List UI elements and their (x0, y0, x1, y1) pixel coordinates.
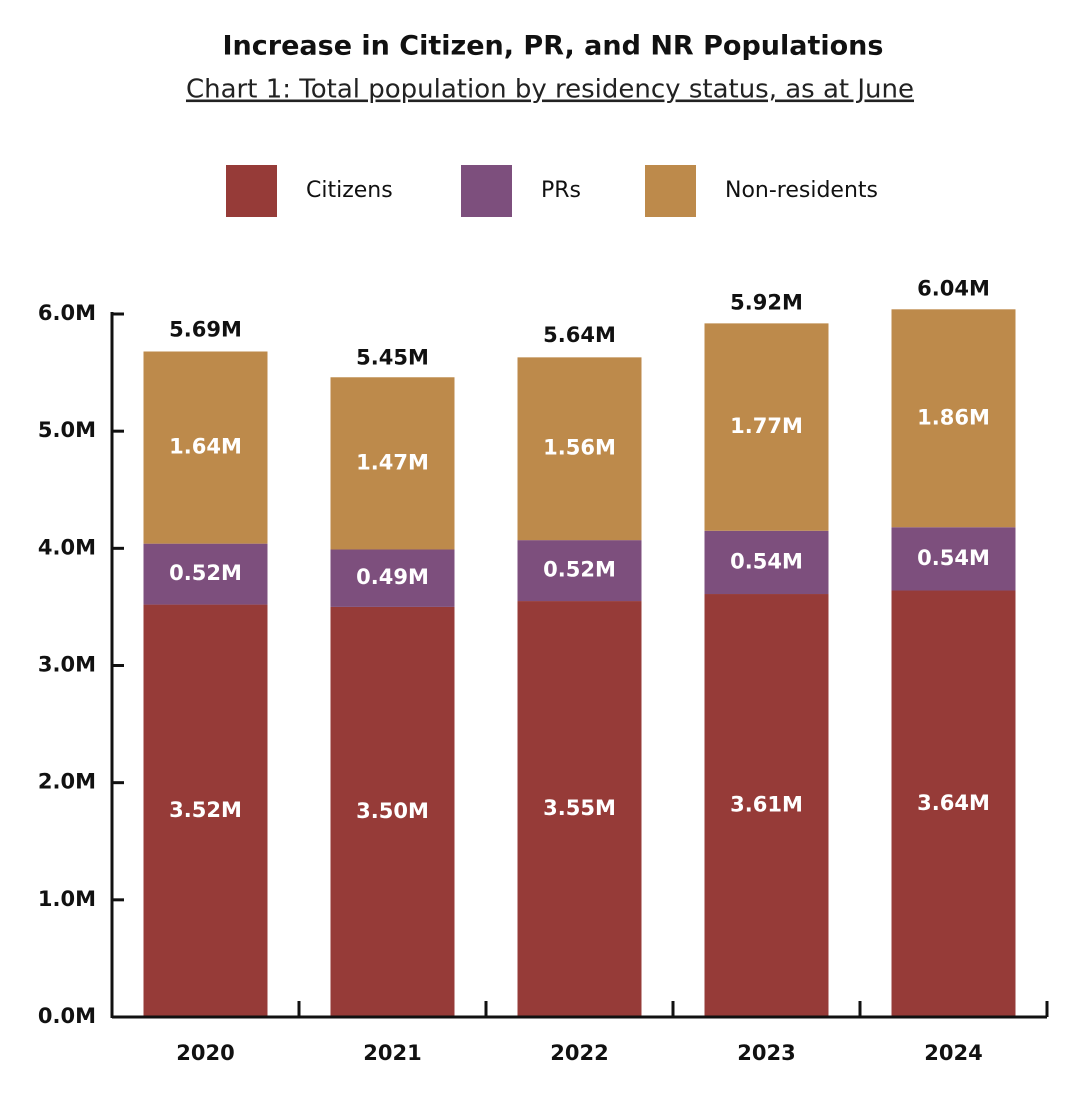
value-label: 1.56M (543, 436, 616, 460)
y-tick-label: 4.0M (38, 535, 96, 559)
y-tick-label: 5.0M (38, 418, 96, 442)
bar-segment (517, 601, 642, 1017)
legend-label: Citizens (306, 178, 393, 203)
bar-segment (704, 323, 829, 531)
bar-segment (330, 377, 455, 550)
bar-segment (704, 530, 829, 595)
y-tick-label: 2.0M (38, 770, 96, 794)
bar-segment (891, 590, 1016, 1017)
bar-segment (143, 604, 268, 1017)
value-label: 0.54M (917, 546, 990, 570)
x-tick-label: 2020 (176, 1041, 234, 1065)
bar-segment (704, 594, 829, 1017)
x-tick-label: 2024 (924, 1041, 982, 1065)
value-label: 3.61M (730, 793, 803, 817)
chart-title: Increase in Citizen, PR, and NR Populati… (223, 31, 884, 62)
value-label: 0.49M (356, 565, 429, 589)
value-label: 1.77M (730, 414, 803, 438)
legend-swatch (645, 165, 696, 217)
value-label: 0.54M (730, 549, 803, 573)
y-tick-label: 6.0M (38, 301, 96, 325)
total-label: 5.92M (730, 290, 803, 314)
value-label: 3.55M (543, 796, 616, 820)
total-label: 5.64M (543, 323, 616, 347)
bar-segment (891, 527, 1016, 591)
bar-segment (891, 309, 1016, 528)
value-label: 0.52M (543, 558, 616, 582)
total-label: 5.69M (169, 317, 242, 341)
bar-segment (143, 351, 268, 544)
total-label: 6.04M (917, 276, 990, 300)
bar-segment (517, 540, 642, 602)
bar-segment (330, 606, 455, 1017)
y-tick-label: 0.0M (38, 1004, 96, 1028)
total-label: 5.45M (356, 345, 429, 369)
value-label: 3.64M (917, 791, 990, 815)
y-tick-label: 1.0M (38, 887, 96, 911)
value-label: 1.64M (169, 435, 242, 459)
bar-segment (330, 549, 455, 607)
legend-label: PRs (541, 178, 581, 203)
chart-subtitle: Chart 1: Total population by residency s… (186, 75, 914, 105)
x-tick-label: 2023 (737, 1041, 795, 1065)
legend-swatch (226, 165, 277, 217)
y-tick-label: 3.0M (38, 653, 96, 677)
value-label: 3.52M (169, 798, 242, 822)
value-label: 0.52M (169, 561, 242, 585)
x-tick-label: 2022 (550, 1041, 608, 1065)
bar-segment (143, 543, 268, 605)
x-tick-label: 2021 (363, 1041, 421, 1065)
value-label: 1.86M (917, 405, 990, 429)
value-label: 3.50M (356, 799, 429, 823)
legend-swatch (461, 165, 512, 217)
value-label: 1.47M (356, 450, 429, 474)
bar-segment (517, 357, 642, 541)
legend-label: Non-residents (725, 178, 878, 203)
